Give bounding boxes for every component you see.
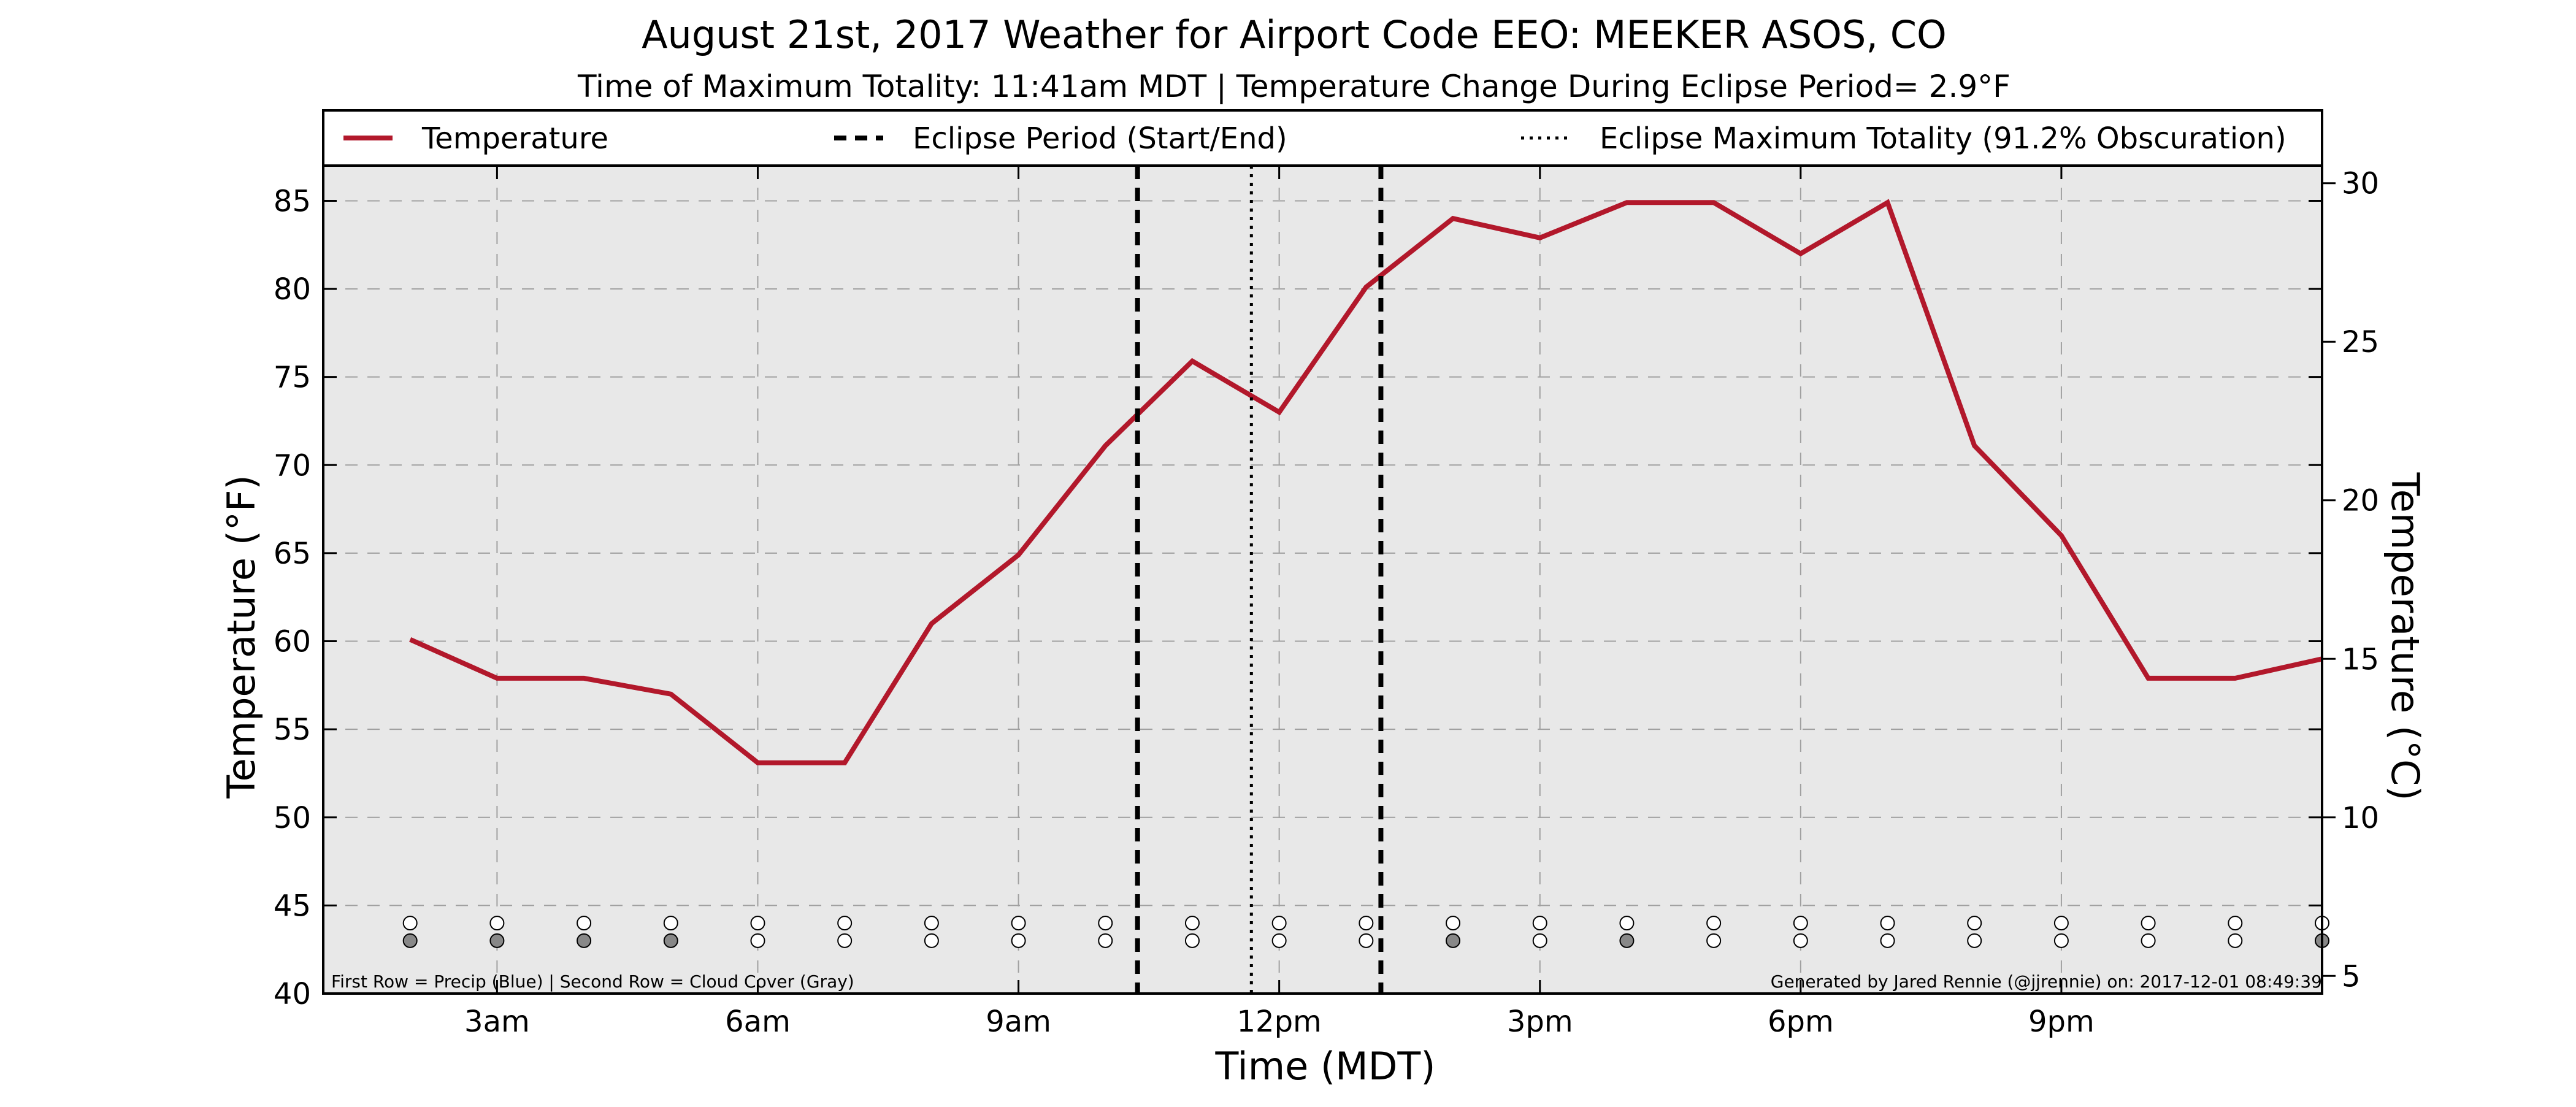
- y-tick-label-right: 10: [2342, 801, 2379, 835]
- cloud-cover-indicator: [2053, 933, 2069, 948]
- y-axis-label-right: Temperature (°C): [2383, 472, 2428, 800]
- precip-indicator: [2053, 916, 2069, 931]
- precip-indicator: [577, 916, 592, 931]
- y-tick-label-right: 25: [2342, 325, 2379, 359]
- y-tick-label-left: 85: [274, 184, 311, 218]
- cloud-cover-indicator: [402, 933, 418, 948]
- cloud-cover-indicator: [1098, 933, 1113, 948]
- y-tick-label-left: 45: [274, 889, 311, 923]
- cloud-cover-indicator: [489, 933, 505, 948]
- y-tick-label-right: 5: [2342, 959, 2361, 994]
- precip-indicator: [750, 916, 765, 931]
- cloud-cover-indicator: [2228, 933, 2243, 948]
- y-tick-label-left: 55: [274, 713, 311, 747]
- plot-layer: 40 45 50 55 60 65 70 75 80 85 5 10 15 20 25 30 3am 6am 9am…: [274, 109, 2379, 1039]
- y-tick-label-right: 15: [2342, 642, 2379, 676]
- precip-indicator: [1967, 916, 1982, 931]
- precip-indicator: [1359, 916, 1374, 931]
- x-tick-label: 6am: [725, 1005, 791, 1039]
- precip-indicator: [1098, 916, 1113, 931]
- precip-indicator: [1706, 916, 1722, 931]
- footnote-right: Generated by Jared Rennie (@jjrennie) on…: [1771, 971, 2322, 992]
- cloud-cover-indicator: [1271, 933, 1287, 948]
- cloud-cover-indicator: [2141, 933, 2156, 948]
- precip-indicator: [837, 916, 853, 931]
- y-tick-label-left: 75: [274, 361, 311, 395]
- cloud-cover-indicator: [1011, 933, 1026, 948]
- legend-label: Temperature: [421, 121, 608, 156]
- cloud-cover-indicator: [924, 933, 939, 948]
- y-tick-label-left: 70: [274, 448, 311, 483]
- footnote-left: First Row = Precip (Blue) | Second Row =…: [331, 971, 854, 992]
- cloud-cover-indicator: [1184, 933, 1200, 948]
- cloud-cover-indicator: [1619, 933, 1635, 948]
- plot-background: [323, 166, 2322, 994]
- x-tick-label: 12pm: [1236, 1005, 1321, 1039]
- cloud-cover-indicator: [663, 933, 678, 948]
- y-axis-label-left: Temperature (°F): [219, 475, 264, 799]
- y-tick-label-left: 65: [274, 537, 311, 571]
- x-tick-label: 9pm: [2028, 1005, 2095, 1039]
- precip-indicator: [1271, 916, 1287, 931]
- cloud-cover-indicator: [750, 933, 765, 948]
- precip-indicator: [2228, 916, 2243, 931]
- chart-subtitle: Time of Maximum Totality: 11:41am MDT | …: [577, 69, 2011, 104]
- y-tick-label-left: 40: [274, 977, 311, 1011]
- legend-label: Eclipse Maximum Totality (91.2% Obscurat…: [1600, 121, 2287, 156]
- precip-indicator: [1793, 916, 1808, 931]
- precip-indicator: [924, 916, 939, 931]
- precip-indicator: [402, 916, 418, 931]
- y-tick-label-right: 30: [2342, 167, 2379, 201]
- y-tick-label-left: 50: [274, 801, 311, 835]
- y-tick-label-left: 80: [274, 272, 311, 307]
- legend-label: Eclipse Period (Start/End): [913, 121, 1287, 156]
- precip-indicator: [1532, 916, 1547, 931]
- x-tick-label: 3pm: [1507, 1005, 1573, 1039]
- temperature-line: [409, 199, 2323, 765]
- cloud-cover-indicator: [1532, 933, 1547, 948]
- chart-title: August 21st, 2017 Weather for Airport Co…: [642, 12, 1947, 57]
- precip-indicator: [1880, 916, 1895, 931]
- y-tick-label-right: 20: [2342, 484, 2379, 518]
- cloud-cover-indicator: [577, 933, 592, 948]
- cloud-cover-indicator: [837, 933, 853, 948]
- precip-indicator: [489, 916, 505, 931]
- y-tick-label-left: 60: [274, 625, 311, 659]
- precip-indicator: [2141, 916, 2156, 931]
- cloud-cover-indicator: [1880, 933, 1895, 948]
- cloud-cover-indicator: [1793, 933, 1808, 948]
- x-axis-label: Time (MDT): [1215, 1044, 1436, 1089]
- x-tick-label: 6pm: [1768, 1005, 1834, 1039]
- x-tick-label: 3am: [464, 1005, 530, 1039]
- legend-box: [322, 109, 2323, 167]
- cloud-cover-indicator: [1967, 933, 1982, 948]
- x-tick-label: 9am: [986, 1005, 1051, 1039]
- cloud-cover-indicator: [1446, 933, 1461, 948]
- cloud-cover-indicator: [1706, 933, 1722, 948]
- cloud-cover-indicator: [1359, 933, 1374, 948]
- precip-indicator: [1446, 916, 1461, 931]
- precip-indicator: [1619, 916, 1635, 931]
- precip-indicator: [1011, 916, 1026, 931]
- precip-indicator: [663, 916, 678, 931]
- precip-indicator: [1184, 916, 1200, 931]
